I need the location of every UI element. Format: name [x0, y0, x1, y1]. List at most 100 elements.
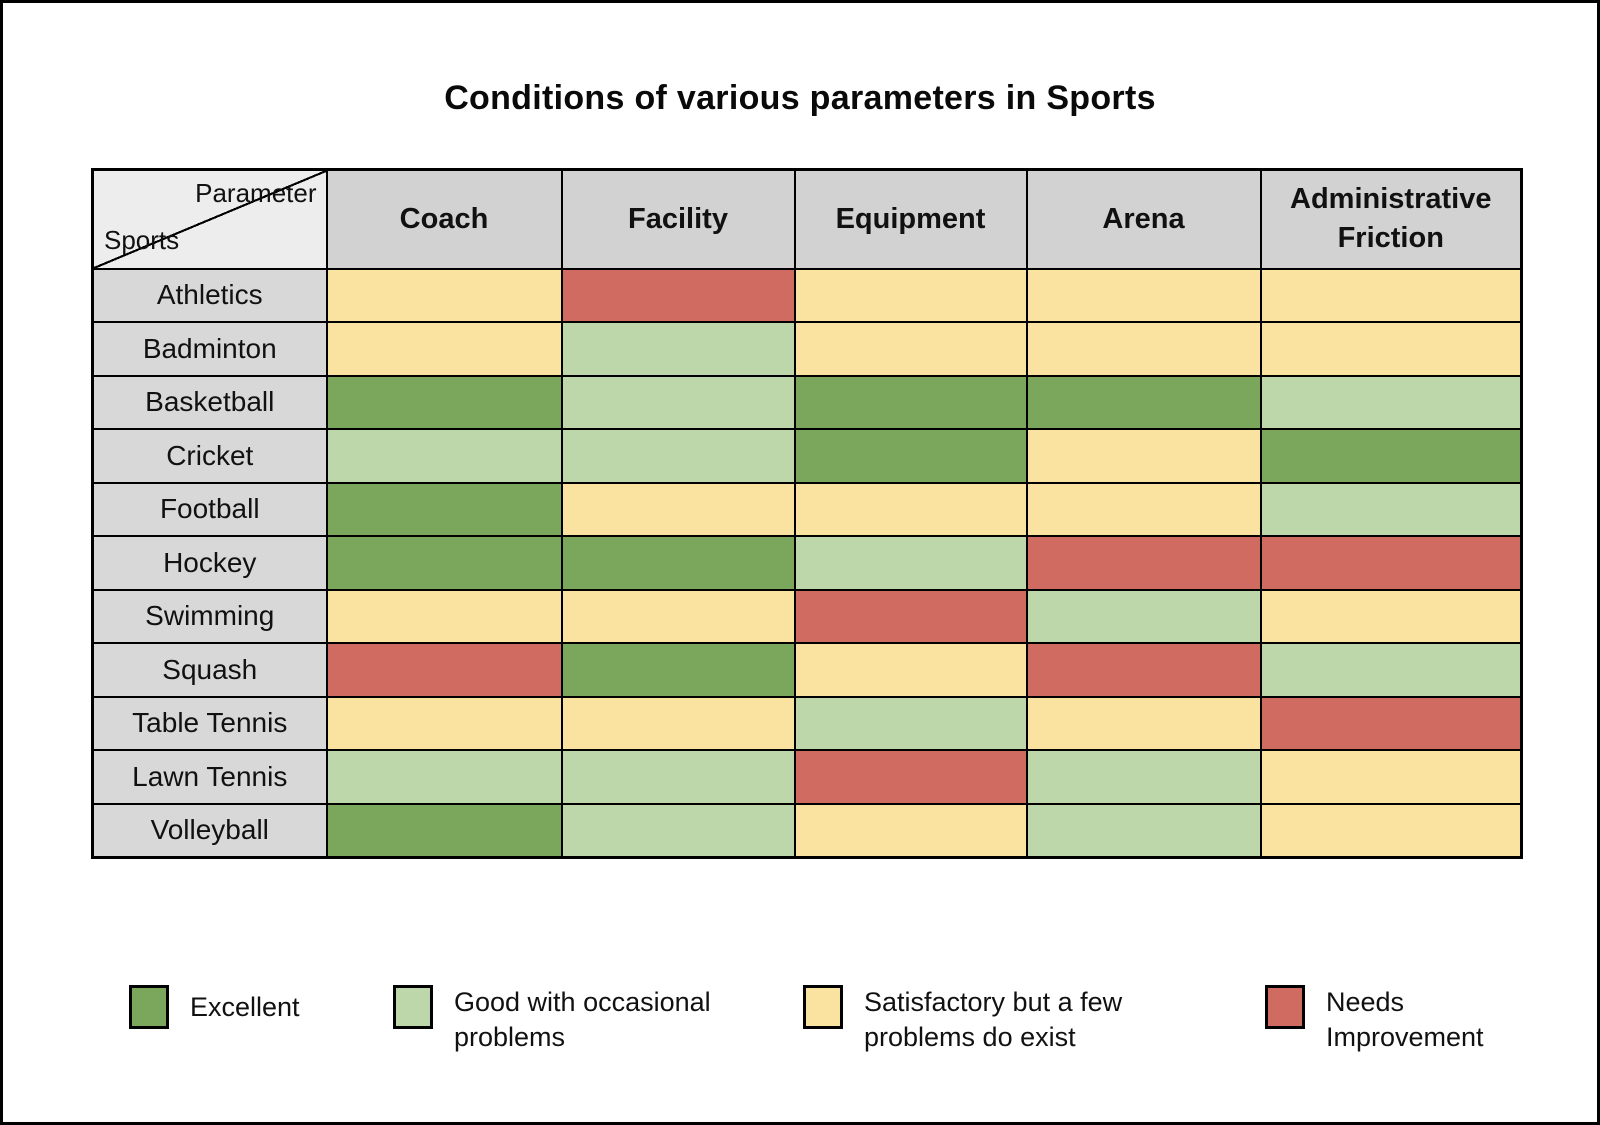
rating-cell	[1025, 481, 1262, 537]
rating-cell	[325, 267, 563, 323]
rating-cell	[1025, 802, 1262, 858]
rating-cell	[560, 642, 796, 698]
table-row: Volleyball	[91, 802, 1523, 858]
rating-cell	[325, 802, 563, 858]
rating-cell	[1025, 321, 1262, 377]
header-row: Parameter Sports Coach Facility Equipmen…	[91, 168, 1523, 270]
sport-label: Basketball	[91, 374, 328, 430]
rating-cell	[1259, 802, 1523, 858]
rating-cell	[1025, 695, 1262, 751]
legend-label-good: Good with occasional problems	[454, 987, 711, 1052]
legend-item-needs-improvement: Needs Improvement	[1265, 985, 1484, 1055]
column-header-facility: Facility	[560, 168, 796, 270]
table-row: Swimming	[91, 588, 1523, 644]
rating-cell	[793, 642, 1028, 698]
sport-label: Table Tennis	[91, 695, 328, 751]
corner-cell: Parameter Sports	[91, 168, 328, 270]
sport-label: Lawn Tennis	[91, 749, 328, 805]
rating-cell	[1259, 321, 1523, 377]
rating-cell	[325, 642, 563, 698]
rating-cell	[1259, 695, 1523, 751]
rating-cell	[1259, 481, 1523, 537]
rating-cell	[1259, 267, 1523, 323]
legend-label-needs-improvement: Needs Improvement	[1326, 987, 1484, 1052]
rating-cell	[793, 588, 1028, 644]
rating-cell	[560, 749, 796, 805]
table-row: Basketball	[91, 374, 1523, 430]
rating-cell	[793, 321, 1028, 377]
rating-cell	[325, 374, 563, 430]
rating-cell	[560, 428, 796, 484]
sport-label: Hockey	[91, 535, 328, 591]
rating-cell	[325, 481, 563, 537]
rating-cell	[560, 374, 796, 430]
table-row: Lawn Tennis	[91, 749, 1523, 805]
table-row: Football	[91, 481, 1523, 537]
sport-label: Cricket	[91, 428, 328, 484]
rating-cell	[793, 267, 1028, 323]
rating-cell	[1025, 428, 1262, 484]
table-row: Badminton	[91, 321, 1523, 377]
legend-swatch-satisfactory	[803, 985, 843, 1029]
rating-cell	[793, 535, 1028, 591]
table-row: Hockey	[91, 535, 1523, 591]
sport-label: Volleyball	[91, 802, 328, 858]
column-header-administrative-friction: Administrative Friction	[1259, 168, 1523, 270]
legend: Excellent Good with occasional problems …	[3, 985, 1597, 1105]
ratings-table: Parameter Sports Coach Facility Equipmen…	[91, 168, 1523, 859]
rating-cell	[793, 749, 1028, 805]
rating-cell	[325, 428, 563, 484]
legend-item-satisfactory: Satisfactory but a few problems do exist	[803, 985, 1122, 1055]
table-row: Cricket	[91, 428, 1523, 484]
sport-label: Badminton	[91, 321, 328, 377]
sport-label: Swimming	[91, 588, 328, 644]
rating-cell	[560, 321, 796, 377]
rating-cell	[793, 428, 1028, 484]
rating-cell	[793, 695, 1028, 751]
rating-cell	[1259, 588, 1523, 644]
rating-cell	[1259, 642, 1523, 698]
rating-cell	[793, 802, 1028, 858]
sport-label: Squash	[91, 642, 328, 698]
diagonal-divider	[94, 171, 326, 268]
rating-cell	[1025, 374, 1262, 430]
rating-cell	[1025, 267, 1262, 323]
rating-cell	[1259, 535, 1523, 591]
rating-cell	[325, 321, 563, 377]
rating-cell	[793, 374, 1028, 430]
legend-swatch-needs-improvement	[1265, 985, 1305, 1029]
legend-item-excellent: Excellent	[129, 985, 300, 1029]
rating-cell	[1259, 749, 1523, 805]
legend-label-excellent: Excellent	[190, 992, 300, 1022]
rating-cell	[325, 588, 563, 644]
figure-title: Conditions of various parameters in Spor…	[444, 79, 1156, 117]
rating-cell	[325, 535, 563, 591]
rating-cell	[325, 749, 563, 805]
rating-cell	[560, 588, 796, 644]
rating-cell	[560, 267, 796, 323]
table-row: Athletics	[91, 267, 1523, 323]
corner-parameter-label: Parameter	[195, 178, 317, 208]
legend-item-good: Good with occasional problems	[393, 985, 711, 1055]
rating-cell	[1025, 535, 1262, 591]
sport-label: Athletics	[91, 267, 328, 323]
rating-cell	[1259, 374, 1523, 430]
rating-cell	[560, 695, 796, 751]
column-header-arena: Arena	[1025, 168, 1262, 270]
table-row: Squash	[91, 642, 1523, 698]
rating-cell	[1259, 428, 1523, 484]
rating-cell	[1025, 642, 1262, 698]
rating-cell	[793, 481, 1028, 537]
legend-swatch-excellent	[129, 985, 169, 1029]
rating-cell	[560, 481, 796, 537]
corner-sports-label: Sports	[104, 224, 180, 255]
rating-cell	[1025, 749, 1262, 805]
sport-label: Football	[91, 481, 328, 537]
rating-cell	[560, 802, 796, 858]
column-header-equipment: Equipment	[793, 168, 1028, 270]
rating-cell	[1025, 588, 1262, 644]
legend-label-satisfactory: Satisfactory but a few problems do exist	[864, 987, 1123, 1052]
legend-swatch-good	[393, 985, 433, 1029]
rating-cell	[325, 695, 563, 751]
